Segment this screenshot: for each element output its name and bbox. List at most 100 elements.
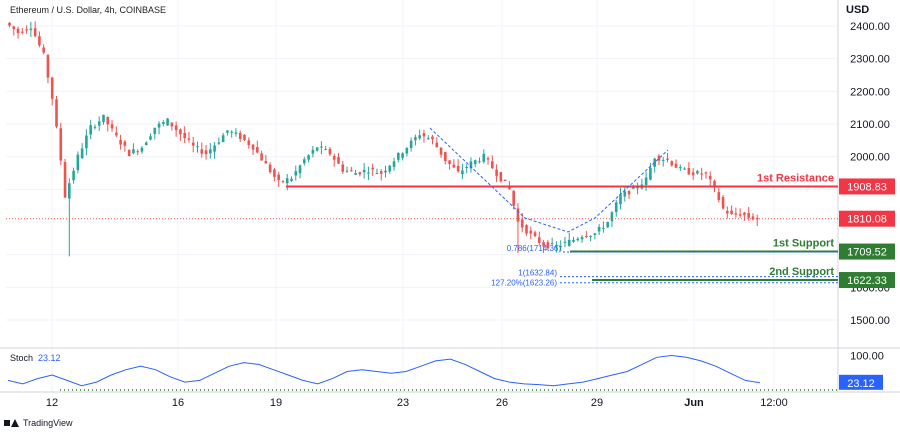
support2-price-tag: 1622.33	[847, 275, 887, 287]
candle-body	[285, 178, 289, 184]
support1-price-tag-bg	[839, 243, 895, 260]
candle-body	[238, 132, 242, 139]
candle-body	[708, 175, 712, 180]
candle-body	[713, 180, 716, 187]
resistance-price-tag-bg	[839, 178, 895, 195]
support1-label: 1st Support	[773, 238, 834, 250]
candle-body	[435, 142, 439, 148]
chart-annotations: 1st Resistance 1st Support 2nd Support 0.78…	[6, 127, 838, 288]
candle-body	[303, 159, 306, 164]
candle-body	[367, 172, 370, 174]
candle-body	[38, 36, 41, 46]
time-tick-label: 16	[172, 397, 184, 409]
fib-0786-label: 0.786(1714.36)	[507, 244, 562, 253]
candle-body	[461, 170, 464, 175]
support2-price-tag-bg	[839, 272, 895, 289]
candle-body	[606, 222, 609, 228]
currency-label: USD	[846, 4, 870, 16]
chart-title: Ethereum / U.S. Dollar, 4h, COINBASE	[10, 5, 167, 15]
candle-body	[281, 181, 285, 183]
candle-body	[627, 190, 631, 195]
candle-body	[136, 151, 139, 153]
fib-swing-path	[429, 127, 669, 233]
candle-body	[72, 170, 75, 181]
candle-body	[93, 126, 97, 128]
time-tick-label: 23	[397, 397, 409, 409]
candle-body	[328, 148, 332, 155]
candle-body	[25, 29, 28, 31]
candle-body	[456, 165, 460, 172]
candle-body	[444, 152, 447, 161]
candle-body	[734, 213, 738, 215]
candle-body	[144, 142, 148, 146]
candle-body	[362, 169, 366, 173]
candle-body	[230, 131, 233, 133]
candle-body	[345, 170, 349, 172]
candle-body	[358, 172, 362, 175]
candle-body	[251, 144, 255, 150]
candle-body	[747, 212, 750, 218]
last-price-tag: 1810.08	[847, 214, 887, 226]
candle-body	[700, 173, 703, 175]
candle-body	[738, 214, 742, 216]
candle-body	[55, 99, 58, 127]
candle-body	[426, 138, 430, 140]
candle-body	[422, 133, 426, 137]
time-tick-label: 26	[496, 397, 508, 409]
candle-body	[542, 242, 545, 247]
candle-body	[50, 77, 54, 99]
candle-body	[491, 161, 494, 169]
candle-body	[751, 216, 755, 220]
candle-body	[217, 142, 221, 144]
candle-body	[179, 129, 182, 135]
candle-body	[649, 167, 652, 180]
candle-body	[106, 116, 110, 125]
price-tick-label: 2200.00	[850, 86, 890, 98]
candle-body	[149, 136, 152, 140]
candle-body	[170, 122, 174, 127]
candle-body	[644, 177, 648, 186]
candle-body	[379, 171, 383, 174]
candle-body	[730, 210, 733, 215]
candle-body	[529, 230, 533, 234]
candle-body	[209, 149, 212, 154]
stoch-panel: Stoch 23.12 100.00 23.12	[7, 351, 884, 391]
candle-body	[196, 146, 199, 148]
candle-body	[409, 140, 413, 148]
candle-body	[85, 135, 88, 149]
candle-body	[375, 173, 379, 175]
candle-body	[512, 190, 515, 206]
support2-label: 2nd Support	[769, 266, 834, 278]
candle-body	[469, 161, 473, 169]
resistance-label: 1st Resistance	[757, 172, 834, 184]
candle-body	[439, 147, 443, 155]
candle-body	[392, 161, 396, 167]
candle-body	[341, 164, 345, 172]
candle-body	[691, 172, 695, 176]
candle-body	[520, 219, 524, 228]
candle-body	[614, 202, 618, 213]
candle-body	[401, 153, 404, 159]
candle-body	[559, 246, 562, 248]
candle-body	[115, 132, 118, 136]
price-tick-label: 2300.00	[850, 54, 890, 66]
candle-body	[294, 171, 298, 176]
candle-body	[226, 130, 229, 133]
candle-body	[166, 118, 169, 126]
candle-body	[213, 145, 216, 152]
candle-body	[503, 179, 507, 181]
candle-body	[418, 135, 421, 139]
candles	[8, 21, 759, 257]
candle-body	[204, 150, 208, 155]
candle-body	[743, 212, 746, 216]
candle-body	[290, 178, 293, 181]
candle-body	[538, 237, 541, 243]
candle-body	[448, 160, 451, 164]
candle-body	[183, 132, 186, 139]
candle-body	[256, 147, 259, 153]
candle-body	[162, 122, 165, 124]
candle-body	[674, 163, 678, 168]
price-tick-label: 1500.00	[850, 315, 890, 327]
candle-body	[29, 28, 33, 31]
